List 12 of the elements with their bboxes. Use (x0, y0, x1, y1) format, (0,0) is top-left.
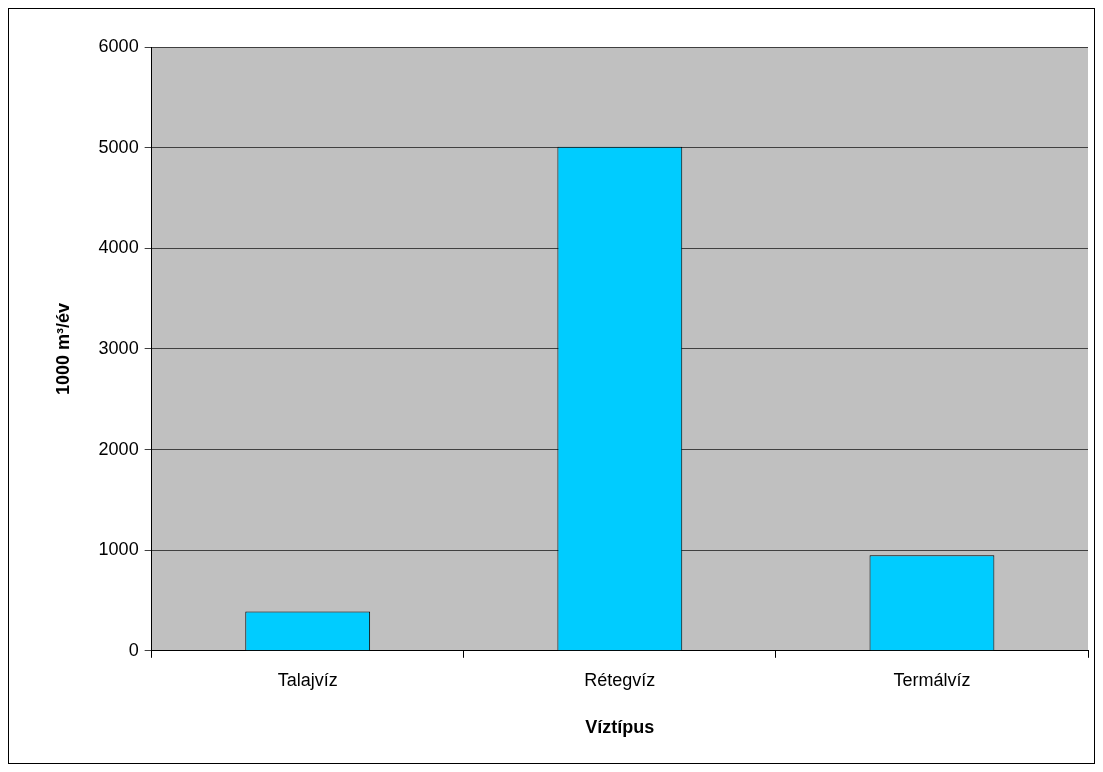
y-axis-title: 1000 m³/év (52, 302, 73, 395)
x-tick-label: Termálvíz (893, 669, 971, 690)
x-axis-title: Víztípus (585, 717, 655, 738)
y-tick-label: 2000 (98, 438, 139, 459)
y-tick-label: 4000 (98, 237, 139, 258)
y-tick-label: 0 (128, 639, 139, 660)
y-tick-label: 1000 (98, 539, 139, 560)
y-tick-label: 6000 (98, 35, 139, 56)
x-tick-label: Rétegvíz (584, 669, 656, 690)
y-tick-label: 5000 (98, 136, 139, 157)
x-tick-label: Talajvíz (277, 669, 338, 690)
y-tick-label: 3000 (98, 337, 139, 358)
